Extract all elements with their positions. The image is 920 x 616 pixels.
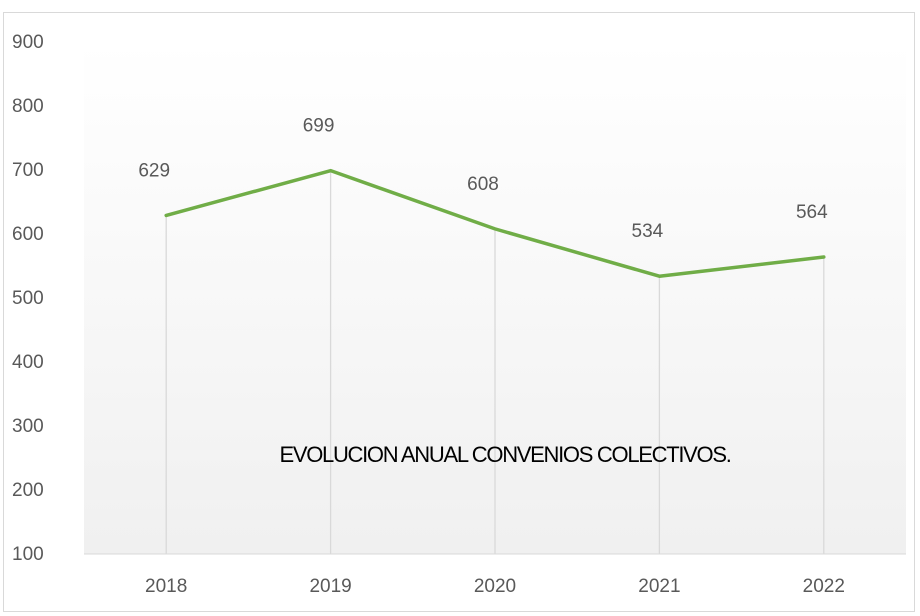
y-tick-label: 100 <box>12 544 44 565</box>
y-tick-label: 800 <box>12 96 44 117</box>
x-tick-label: 2022 <box>803 576 845 597</box>
y-tick-label: 600 <box>12 224 44 245</box>
y-tick-label: 400 <box>12 352 44 373</box>
data-label: 629 <box>138 160 170 181</box>
data-label: 699 <box>303 116 335 137</box>
x-axis: 2018 2019 2020 2021 2022 <box>145 576 845 597</box>
data-label: 608 <box>467 174 499 195</box>
x-tick-label: 2020 <box>474 576 516 597</box>
drop-lines <box>165 170 825 554</box>
y-tick-label: 700 <box>12 160 44 181</box>
data-labels: 629 699 608 534 564 <box>138 116 828 243</box>
x-tick-label: 2018 <box>145 576 187 597</box>
data-label: 564 <box>796 202 828 223</box>
y-tick-label: 300 <box>12 416 44 437</box>
x-tick-label: 2019 <box>309 576 351 597</box>
x-tick-label: 2021 <box>638 576 680 597</box>
y-tick-label: 900 <box>12 32 44 53</box>
series-line <box>164 168 826 278</box>
y-tick-label: 200 <box>12 480 44 501</box>
y-tick-label: 500 <box>12 288 44 309</box>
series-line-group <box>164 168 826 278</box>
data-label: 534 <box>632 221 664 242</box>
chart-title: EVOLUCION ANUAL CONVENIOS COLECTIVOS. <box>279 442 730 467</box>
y-axis: 100 200 300 400 500 600 700 800 900 <box>12 32 44 565</box>
